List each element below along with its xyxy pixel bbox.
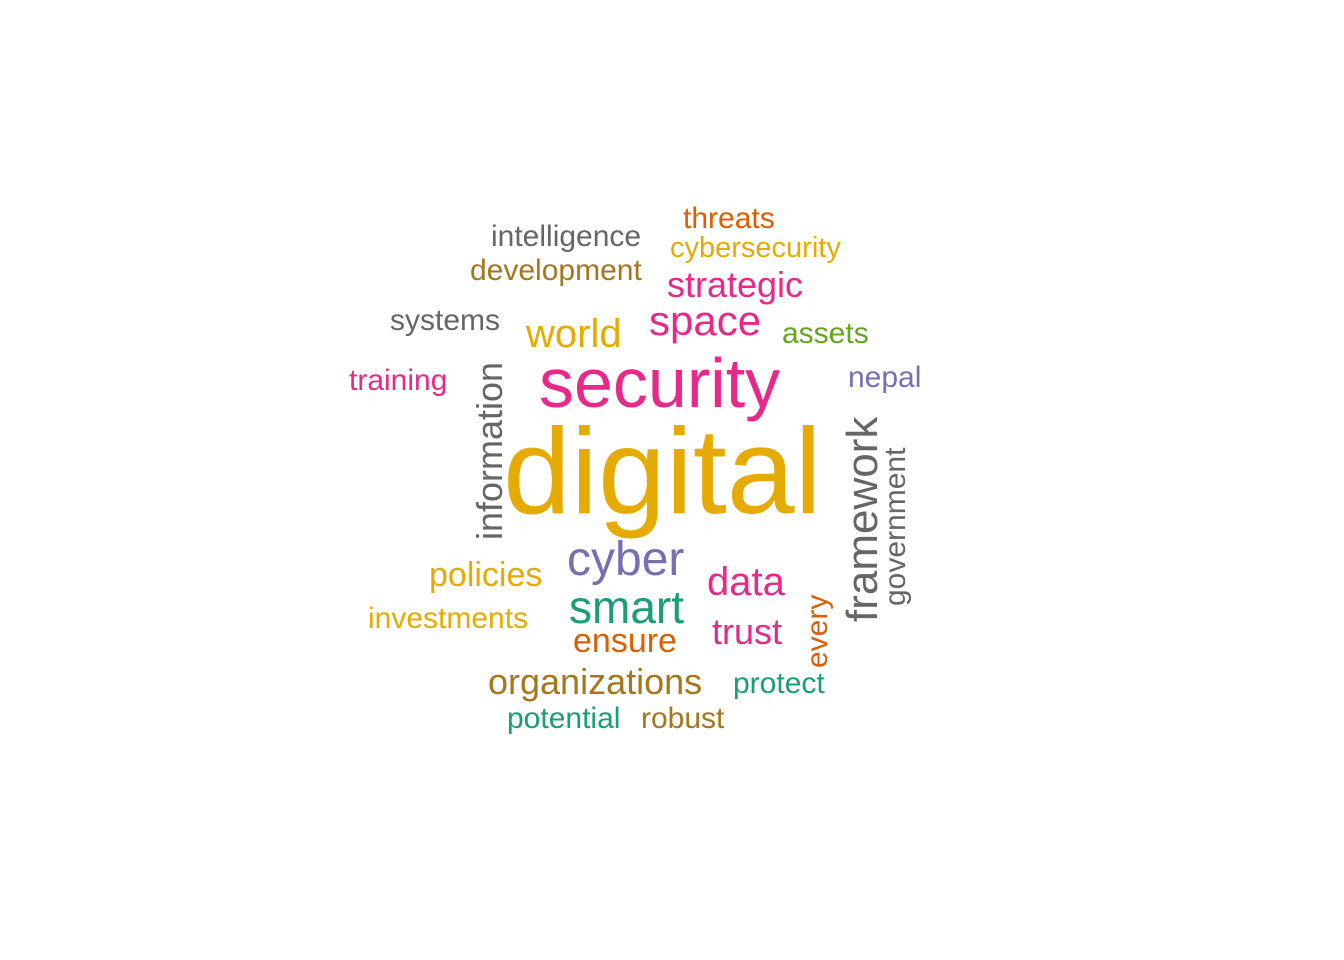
word-robust: robust	[641, 702, 725, 735]
word-threats: threats	[683, 202, 775, 235]
word-digital: digital	[503, 403, 822, 539]
word-intelligence: intelligence	[491, 220, 642, 253]
word-assets: assets	[782, 317, 869, 350]
word-potential: potential	[507, 702, 621, 735]
word-security: security	[539, 344, 781, 422]
word-development: development	[470, 254, 642, 287]
word-every: every	[801, 594, 834, 668]
word-cybersecurity: cybersecurity	[670, 232, 841, 264]
word-organizations: organizations	[488, 661, 703, 702]
word-data: data	[707, 560, 785, 604]
word-nepal: nepal	[848, 361, 922, 394]
word-training: training	[349, 364, 448, 397]
word-investments: investments	[368, 602, 529, 635]
word-strategic: strategic	[667, 264, 804, 305]
word-cyber: cyber	[567, 533, 685, 586]
word-information: information	[469, 361, 510, 540]
word-space: space	[649, 297, 762, 344]
word-smart: smart	[569, 581, 684, 633]
word-systems: systems	[390, 304, 501, 337]
word-protect: protect	[733, 667, 825, 700]
word-policies: policies	[429, 556, 543, 594]
word-government: government	[879, 447, 912, 606]
word-trust: trust	[712, 611, 783, 652]
word-ensure: ensure	[573, 622, 677, 660]
word-world: world	[526, 312, 622, 356]
